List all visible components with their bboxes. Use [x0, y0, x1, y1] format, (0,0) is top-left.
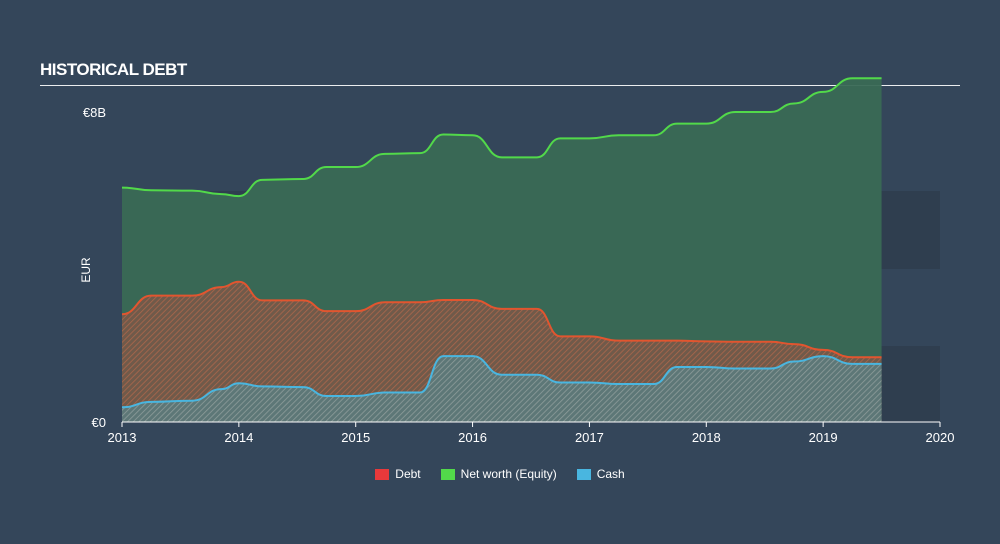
series-areas	[122, 78, 882, 422]
debt-line	[121, 280, 882, 359]
legend-label-equity: Net worth (Equity)	[460, 467, 557, 481]
title-divider	[40, 85, 960, 86]
x-tick-label: 2013	[108, 430, 137, 445]
legend-item-cash[interactable]: Cash	[576, 467, 625, 481]
y-axis-label: EUR	[79, 257, 93, 283]
cash-area	[122, 356, 882, 422]
x-tick-label: 2017	[575, 430, 604, 445]
chart-title: HISTORICAL DEBT	[40, 60, 187, 79]
cash-swatch	[576, 468, 591, 480]
x-tick-label: 2016	[458, 430, 487, 445]
x-tick-label: 2015	[341, 430, 370, 445]
debt-swatch	[375, 468, 390, 480]
equity-swatch	[440, 468, 455, 480]
series-lines	[121, 77, 882, 409]
legend-label-debt: Debt	[395, 467, 421, 481]
cash-line	[121, 355, 882, 409]
x-tick-label: 2020	[926, 430, 955, 445]
legend-item-debt[interactable]: Debt	[375, 467, 421, 481]
y-axis-ticks: €0 €8B	[83, 105, 106, 430]
x-tick-label: 2019	[809, 430, 838, 445]
y-tick-label: €8B	[83, 105, 106, 120]
legend-item-equity[interactable]: Net worth (Equity)	[440, 467, 557, 481]
x-tick-label: 2014	[224, 430, 253, 445]
x-tick-label: 2018	[692, 430, 721, 445]
legend-label-cash: Cash	[596, 467, 625, 481]
y-tick-label: €0	[92, 415, 106, 430]
x-axis-ticks: 2013 2014 2015 2016 2017 2018 2019 2020	[108, 422, 955, 445]
equity-line	[121, 77, 882, 198]
legend: Debt Net worth (Equity) Cash	[0, 467, 1000, 481]
